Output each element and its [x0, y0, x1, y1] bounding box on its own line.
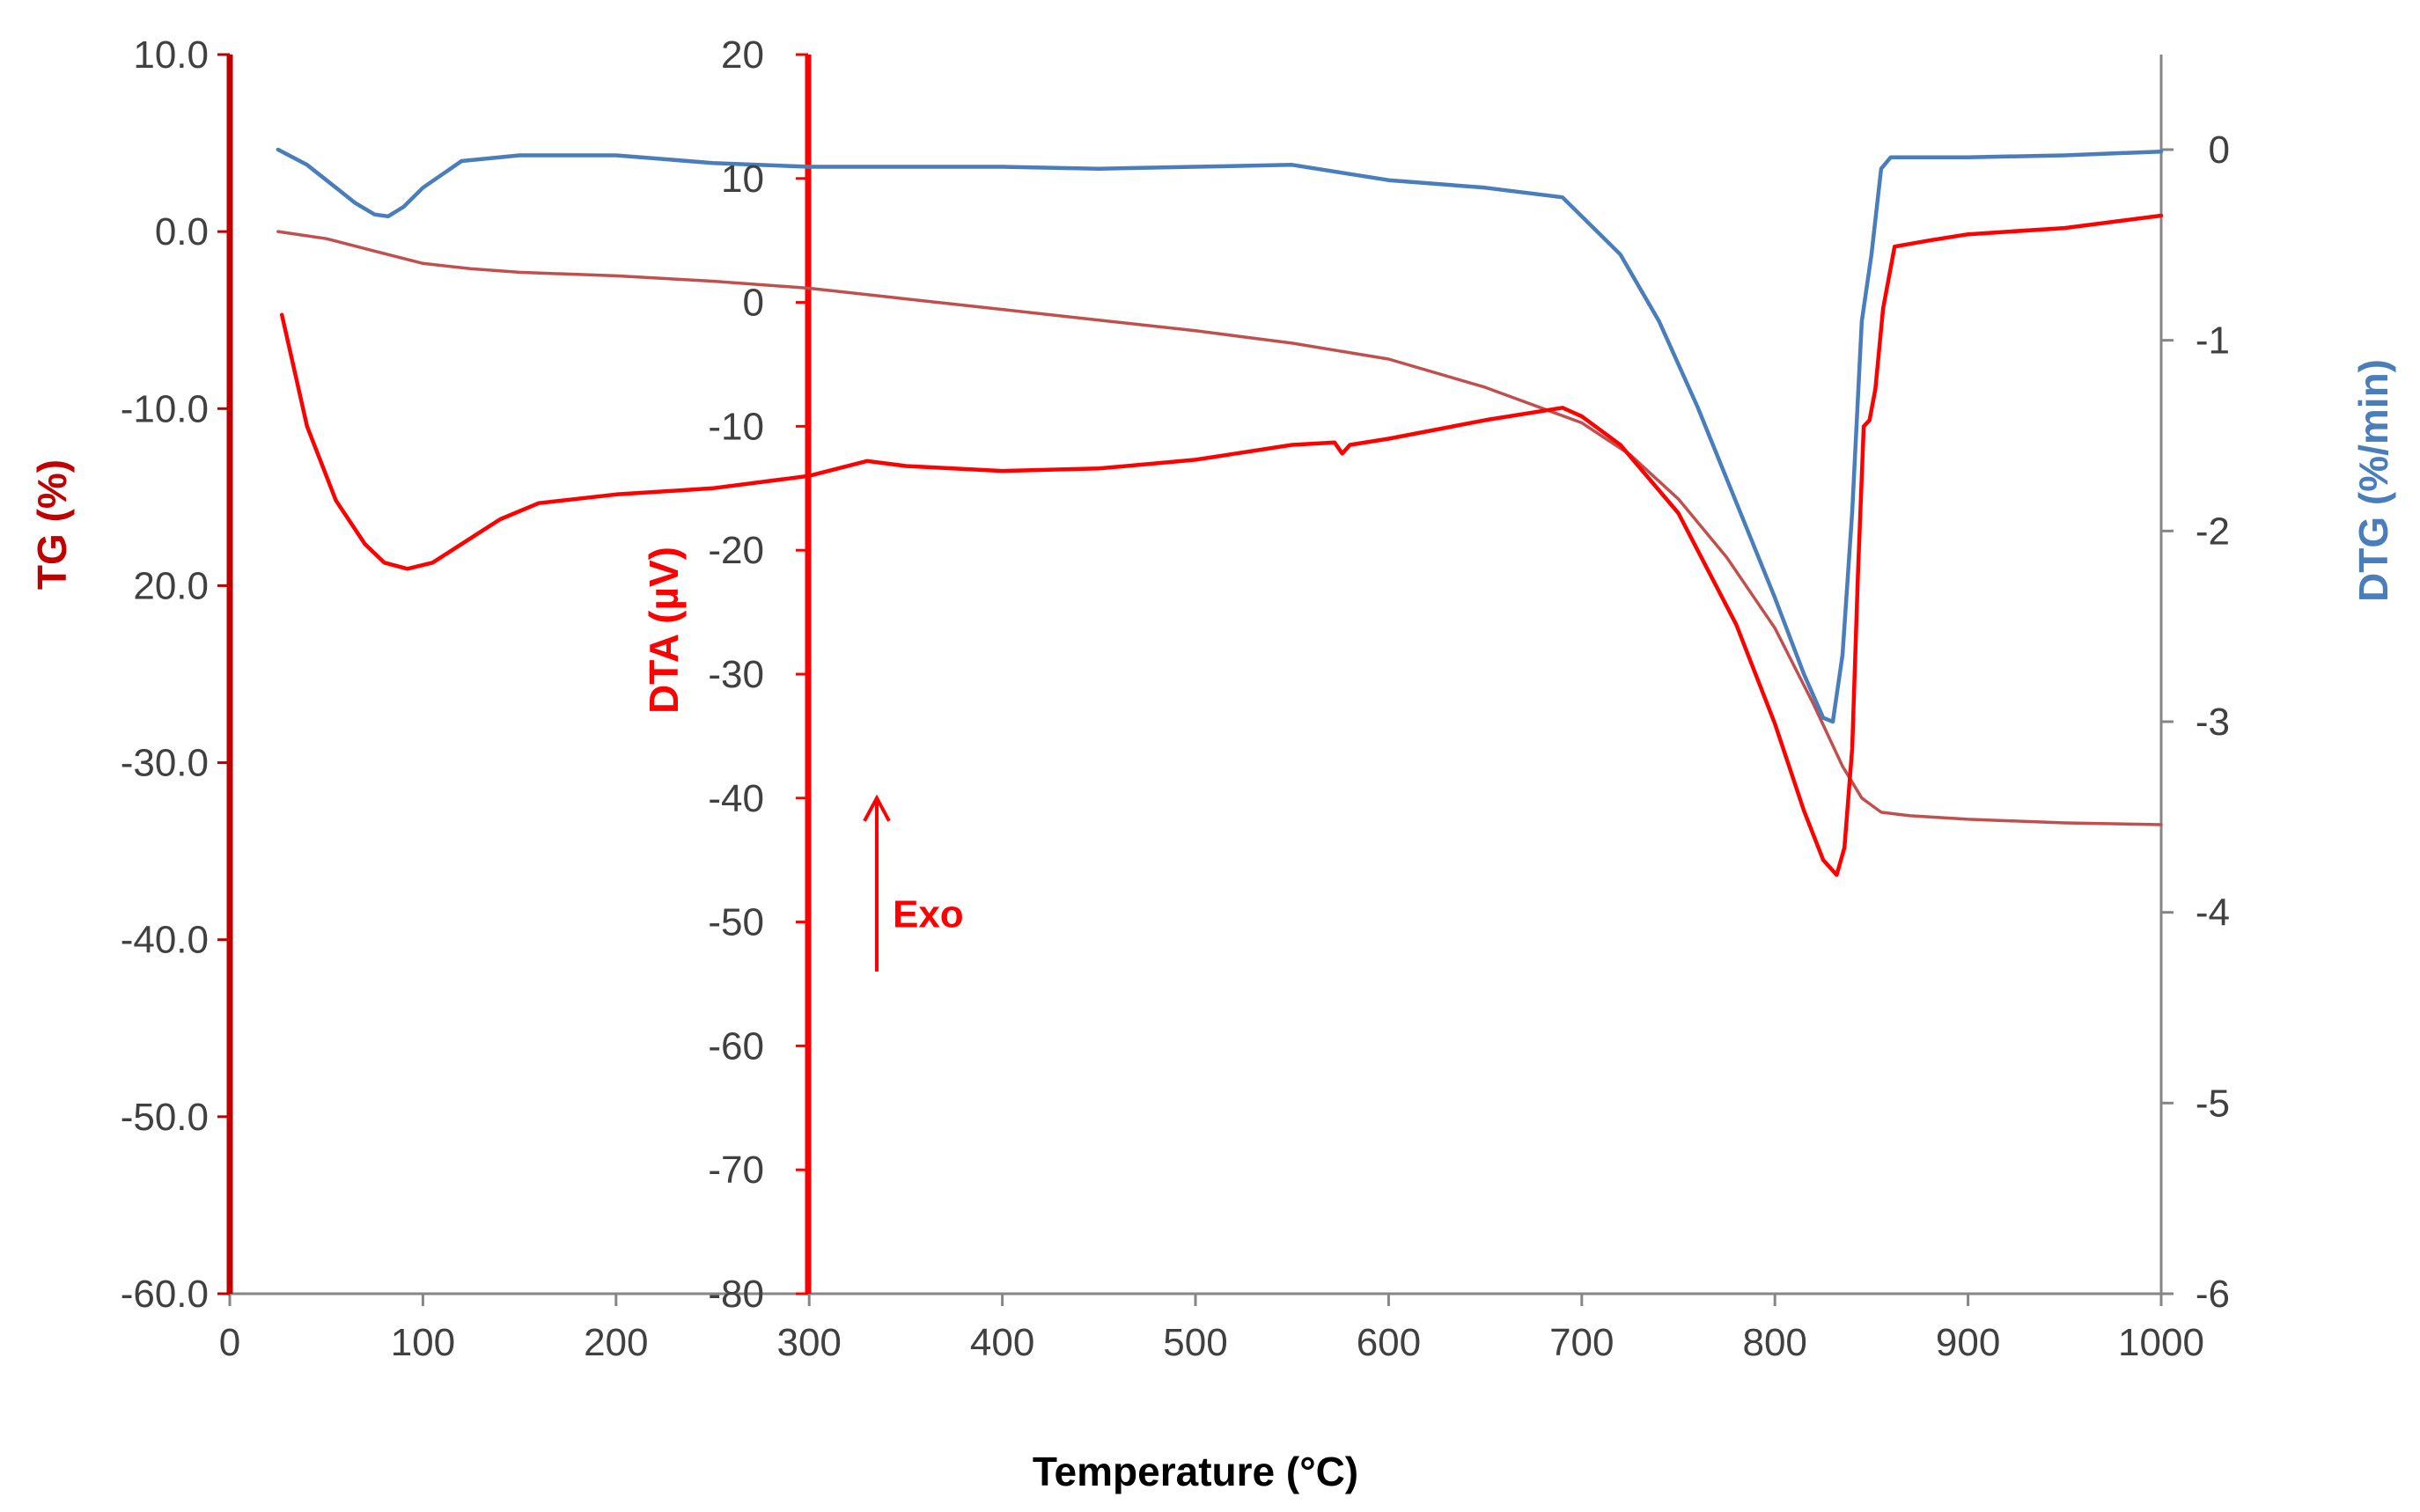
dtg-tick-label: -5: [2196, 1082, 2230, 1125]
dtg-tick-label: -4: [2196, 892, 2230, 935]
x-tick-label: 700: [1549, 1321, 1614, 1364]
x-axis-title: Temperature (°C): [1033, 1449, 1358, 1494]
dtg-series-line: [276, 147, 2164, 724]
x-tick-label: 100: [391, 1321, 455, 1364]
dta-axis-title: DTA (µV): [641, 547, 687, 714]
exo-arrow-head-icon: [863, 794, 891, 822]
dtg-axis-title: DTG (%/min): [2350, 359, 2396, 602]
labels-layer: 0 100 200 300 400 500 600 700 800 900 1000Temperat…: [29, 33, 2396, 1494]
x-tick-label: 900: [1936, 1321, 2000, 1364]
x-tick-label: 200: [584, 1321, 648, 1364]
tg-axis-title: TG (%): [29, 459, 75, 590]
dta-tick-label: -50: [708, 901, 764, 944]
dta-tick-label: -20: [708, 529, 764, 572]
x-tick-label: 800: [1742, 1321, 1806, 1364]
tg-tick-label: -50.0: [121, 1096, 209, 1139]
tg-tick-label: -40.0: [121, 919, 209, 962]
tg-tick-label: 10.0: [133, 33, 209, 77]
dtg-tick-label: 0: [2209, 128, 2230, 172]
x-tick-label: 1000: [2118, 1321, 2204, 1364]
x-tick-label: 400: [970, 1321, 1034, 1364]
dta-tick-label: -80: [708, 1273, 764, 1316]
dta-tick-label: 0: [743, 282, 764, 325]
dtg-tick-label: -1: [2196, 319, 2230, 363]
x-tick-label: 300: [776, 1321, 841, 1364]
axes-layer: [217, 53, 2174, 1306]
tg-tick-label: 20.0: [133, 564, 209, 607]
dta-tick-label: -60: [708, 1024, 764, 1068]
x-tick-label: 500: [1163, 1321, 1227, 1364]
dtg-tick-label: -3: [2196, 701, 2230, 744]
tg-tick-label: -30.0: [121, 742, 209, 785]
dta-tick-label: 10: [721, 158, 764, 201]
tg-series-line: [276, 230, 2163, 826]
exo-annotation-label: Exo: [893, 892, 964, 936]
tg-tick-label: -60.0: [121, 1273, 209, 1316]
dta-tick-label: -30: [708, 653, 764, 696]
x-tick-label: 600: [1357, 1321, 1421, 1364]
dta-tick-label: -40: [708, 777, 764, 820]
tg-tick-label: 0.0: [155, 210, 209, 253]
dta-series-line: [279, 213, 2164, 877]
dta-tick-label: 20: [721, 33, 764, 77]
dtg-tick-label: -2: [2196, 510, 2230, 553]
dta-tick-label: -10: [708, 405, 764, 448]
dtg-tick-label: -6: [2196, 1273, 2230, 1316]
x-tick-label: 0: [219, 1321, 240, 1364]
series-layer: [276, 147, 2164, 877]
dta-tick-label: -70: [708, 1149, 764, 1192]
tg-tick-label: -10.0: [121, 387, 209, 430]
